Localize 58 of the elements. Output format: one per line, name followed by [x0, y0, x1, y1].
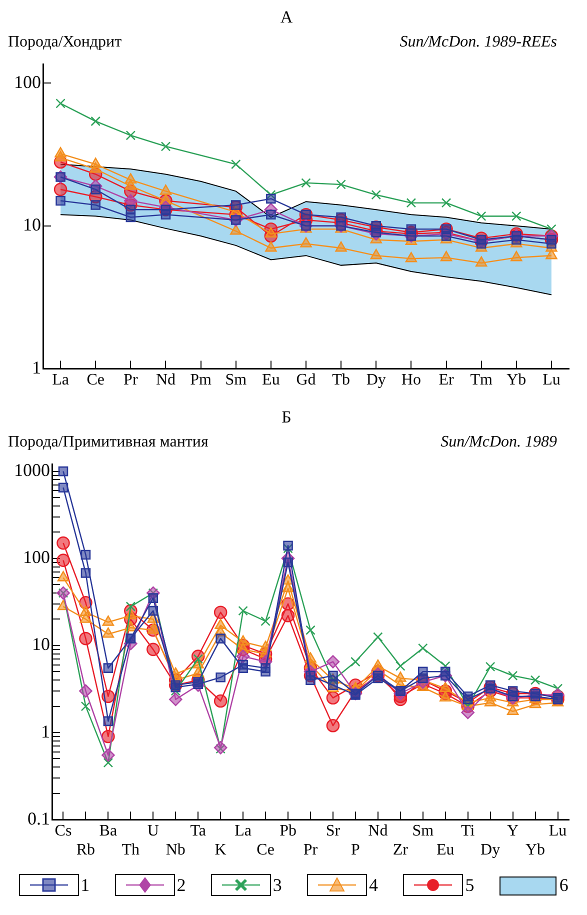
x-tick-label: Cs — [54, 822, 72, 840]
x-tick-label: Ti — [461, 822, 476, 840]
y-tick-label: 10 — [23, 214, 41, 235]
y-axis-title: Порода/Хондрит — [8, 34, 122, 51]
x-tick-label: La — [234, 822, 252, 840]
x-tick-label: Tb — [332, 372, 350, 389]
y-tick-label: 1 — [41, 721, 50, 742]
y-tick-label: 100 — [14, 72, 41, 92]
x-tick-label: Rb — [76, 842, 96, 859]
x-tick-label: Ta — [190, 822, 206, 840]
x-tick-label: Pr — [303, 842, 318, 859]
x-tick-label: Y — [507, 822, 520, 840]
x-tick-label: Lu — [548, 822, 567, 840]
chart-title: Б — [282, 408, 292, 427]
x-tick-label: Sm — [412, 822, 434, 840]
legend-label: 3 — [272, 875, 282, 896]
x-tick-label: Lu — [542, 372, 560, 389]
x-tick-label: La — [52, 372, 69, 389]
text: Sun/McDon. 1989-REEs — [400, 34, 557, 51]
legend-label: 2 — [176, 875, 186, 896]
x-tick-label: Eu — [262, 372, 280, 389]
y-tick-label: 0.1 — [28, 808, 50, 828]
x-tick-label: Dy — [366, 372, 386, 389]
x-tick-label: K — [214, 842, 227, 859]
x-tick-label: U — [147, 822, 160, 840]
text: Sun/McDon. 1989 — [440, 434, 557, 451]
x-tick-label: Nb — [166, 842, 186, 859]
x-tick-label: Eu — [436, 842, 454, 859]
x-tick-label: Tm — [470, 372, 493, 389]
y-tick-label: 10 — [32, 634, 50, 654]
chart-title: А — [280, 8, 294, 27]
legend-label: 1 — [80, 875, 90, 896]
x-tick-label: Yb — [526, 842, 546, 859]
x-tick-label: Pm — [190, 372, 212, 389]
y-axis-title: Порода/Примитивная мантия — [8, 434, 209, 451]
x-tick-label: Zr — [392, 842, 409, 859]
x-tick-label: Sm — [225, 372, 248, 389]
x-tick-label: Nd — [368, 822, 388, 840]
x-tick-label: Sr — [326, 822, 341, 840]
y-tick-label: 100 — [23, 547, 50, 568]
x-tick-label: Gd — [296, 372, 316, 389]
legend-label: 4 — [369, 875, 378, 896]
x-tick-label: P — [351, 842, 360, 859]
y-tick-label: 1000 — [14, 460, 50, 480]
x-tick-label: Ce — [256, 842, 274, 859]
x-tick-label: Ce — [86, 372, 104, 389]
legend-label: 5 — [465, 875, 474, 896]
x-tick-label: Pr — [124, 372, 138, 389]
x-tick-label: Er — [438, 372, 454, 389]
y-tick-label: 1 — [32, 358, 41, 378]
x-tick-label: Ho — [401, 372, 421, 389]
x-tick-label: Yb — [506, 372, 526, 389]
x-tick-label: Th — [122, 842, 140, 859]
legend-label: 6 — [559, 875, 568, 896]
x-tick-label: Nd — [156, 372, 176, 389]
x-tick-label: Dy — [480, 842, 500, 859]
x-tick-label: Ba — [99, 822, 118, 840]
x-tick-label: Pb — [280, 822, 296, 840]
